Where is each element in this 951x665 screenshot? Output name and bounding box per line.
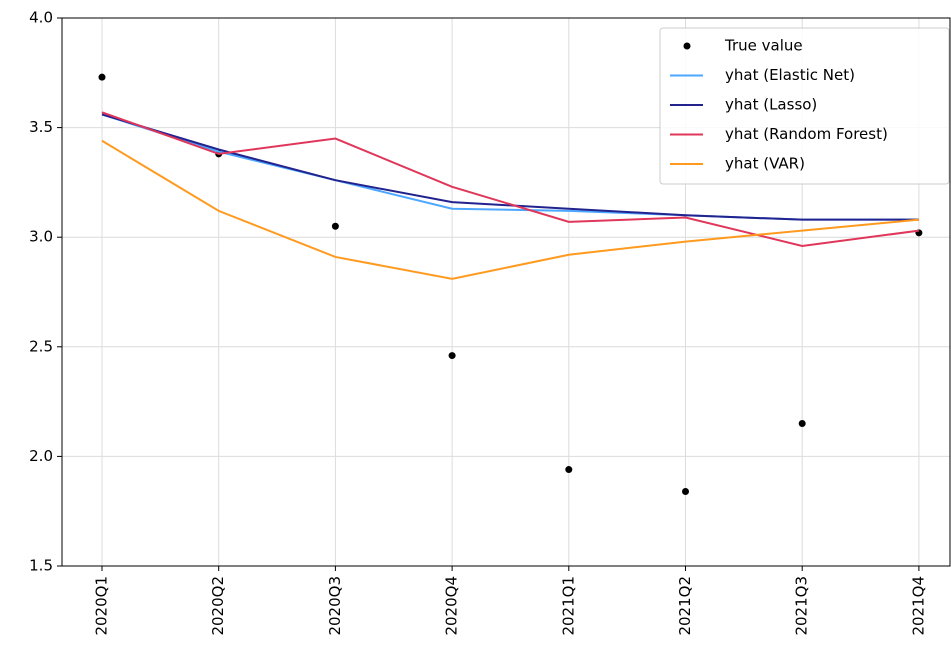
y-tick-label: 3.5	[29, 118, 53, 136]
legend-box	[659, 27, 950, 185]
data-point	[565, 466, 573, 474]
x-tick-label: 2021Q4	[909, 576, 927, 636]
legend-label: yhat (VAR)	[725, 155, 805, 173]
plot-frame	[61, 17, 951, 567]
y-tick-label: 4.0	[29, 9, 53, 27]
series-line	[101, 111, 920, 247]
x-tick-label: 2020Q1	[93, 576, 111, 636]
x-tick-label: 2021Q1	[559, 576, 577, 636]
series-line	[101, 113, 919, 221]
data-point	[682, 487, 689, 495]
legend-marker	[683, 42, 691, 50]
y-tick-label: 3.0	[29, 228, 53, 246]
x-tick-label: 2020Q3	[326, 576, 344, 636]
legend-label: yhat (Lasso)	[725, 96, 817, 114]
legend-label: True value	[724, 37, 803, 55]
series-line	[101, 139, 919, 280]
x-tick-label: 2021Q3	[793, 576, 811, 636]
x-tick-label: 2020Q2	[209, 576, 227, 636]
legend-label: yhat (Random Forest)	[725, 125, 888, 143]
y-tick-label: 2.5	[29, 337, 53, 355]
x-tick-label: 2021Q2	[676, 576, 694, 636]
data-point	[448, 352, 456, 360]
data-point	[331, 222, 339, 230]
x-tick-label: 2020Q4	[443, 576, 461, 636]
legend-label: yhat (Elastic Net)	[725, 66, 855, 84]
y-tick-label: 2.0	[29, 447, 53, 465]
data-point	[98, 73, 106, 81]
data-point	[798, 420, 806, 428]
y-tick-label: 1.5	[29, 557, 53, 575]
